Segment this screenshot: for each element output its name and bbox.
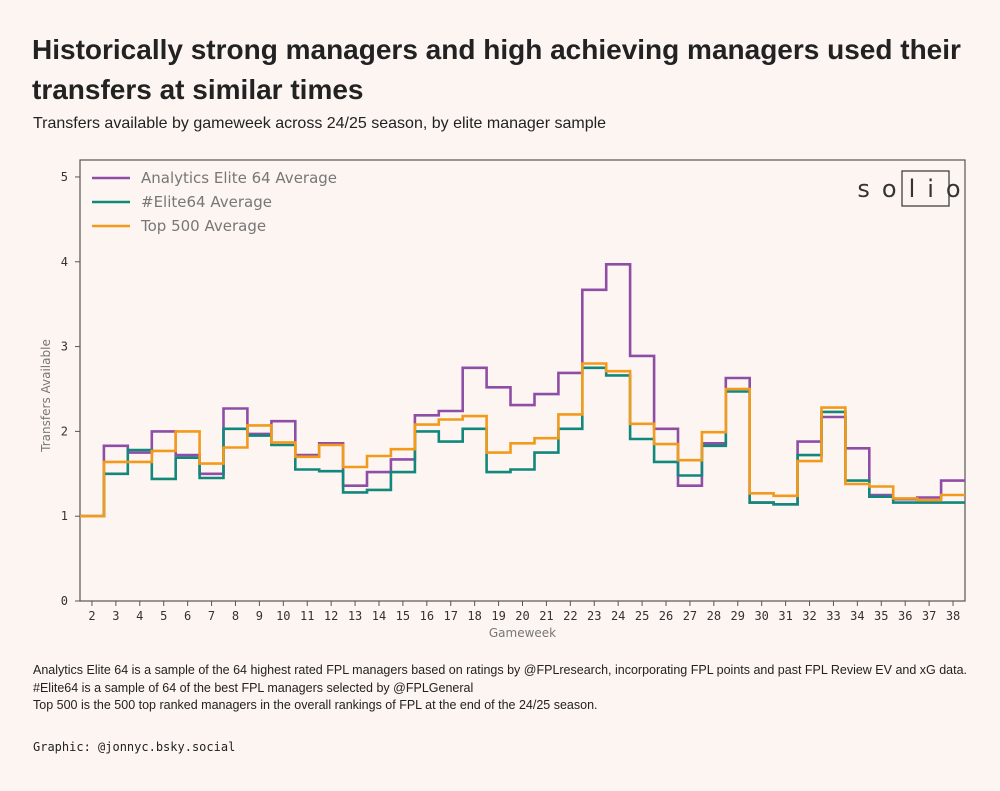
footnote-top500: Top 500 is the 500 top ranked managers i… — [33, 698, 598, 712]
graphic-credit: Graphic: @jonnyc.bsky.social — [33, 740, 236, 754]
y-tick-label: 4 — [61, 255, 68, 269]
x-tick-label: 14 — [372, 609, 386, 623]
x-tick-label: 6 — [184, 609, 191, 623]
x-tick-label: 5 — [160, 609, 167, 623]
series-analytics-elite-64 — [80, 263, 965, 518]
x-tick-label: 34 — [850, 609, 864, 623]
x-tick-label: 10 — [276, 609, 290, 623]
x-tick-label: 17 — [444, 609, 458, 623]
x-tick-label: 3 — [112, 609, 119, 623]
x-tick-label: 18 — [467, 609, 481, 623]
x-axis-label: Gameweek — [489, 626, 556, 640]
x-tick-label: 4 — [136, 609, 143, 623]
x-tick-label: 22 — [563, 609, 577, 623]
x-tick-label: 9 — [256, 609, 263, 623]
x-tick-label: 35 — [874, 609, 888, 623]
x-tick-label: 27 — [683, 609, 697, 623]
x-tick-label: 24 — [611, 609, 625, 623]
legend-elite64-label: #Elite64 Average — [141, 193, 272, 211]
x-tick-label: 16 — [420, 609, 434, 623]
x-tick-label: 11 — [300, 609, 314, 623]
x-tick-label: 31 — [778, 609, 792, 623]
x-tick-label: 23 — [587, 609, 601, 623]
x-tick-label: 20 — [515, 609, 529, 623]
y-tick-label: 5 — [61, 170, 68, 184]
x-tick-label: 36 — [898, 609, 912, 623]
y-tick-label: 2 — [61, 424, 68, 438]
y-axis-label: Transfers Available — [39, 339, 53, 453]
x-tick-label: 28 — [707, 609, 721, 623]
x-tick-label: 19 — [491, 609, 505, 623]
y-tick-label: 1 — [61, 509, 68, 523]
x-tick-label: 26 — [659, 609, 673, 623]
x-tick-label: 32 — [802, 609, 816, 623]
x-tick-label: 21 — [539, 609, 553, 623]
x-tick-label: 30 — [754, 609, 768, 623]
solio-logo: solio — [857, 175, 972, 203]
footnote-analytics: Analytics Elite 64 is a sample of the 64… — [33, 663, 968, 677]
x-tick-label: 33 — [826, 609, 840, 623]
x-tick-label: 12 — [324, 609, 338, 623]
x-tick-label: 38 — [946, 609, 960, 623]
x-tick-label: 2 — [88, 609, 95, 623]
x-tick-label: 8 — [232, 609, 239, 623]
x-tick-label: 29 — [731, 609, 745, 623]
x-tick-label: 7 — [208, 609, 215, 623]
chart-title: Historically strong managers and high ac… — [32, 34, 961, 105]
y-tick-label: 3 — [61, 340, 68, 354]
footnotes: Analytics Elite 64 is a sample of the 64… — [33, 662, 983, 715]
logo-box — [901, 170, 950, 207]
y-tick-label: 0 — [61, 594, 68, 608]
footnote-elite64: #Elite64 is a sample of 64 of the best F… — [33, 680, 474, 695]
x-tick-label: 37 — [922, 609, 936, 623]
x-tick-label: 13 — [348, 609, 362, 623]
chart-subtitle: Transfers available by gameweek across 2… — [33, 115, 607, 132]
x-tick-label: 25 — [635, 609, 649, 623]
x-tick-label: 15 — [396, 609, 410, 623]
legend-top-500-label: Top 500 Average — [140, 217, 266, 235]
legend-analytics-elite-64-label: Analytics Elite 64 Average — [141, 169, 337, 187]
series-top-500 — [80, 362, 965, 518]
